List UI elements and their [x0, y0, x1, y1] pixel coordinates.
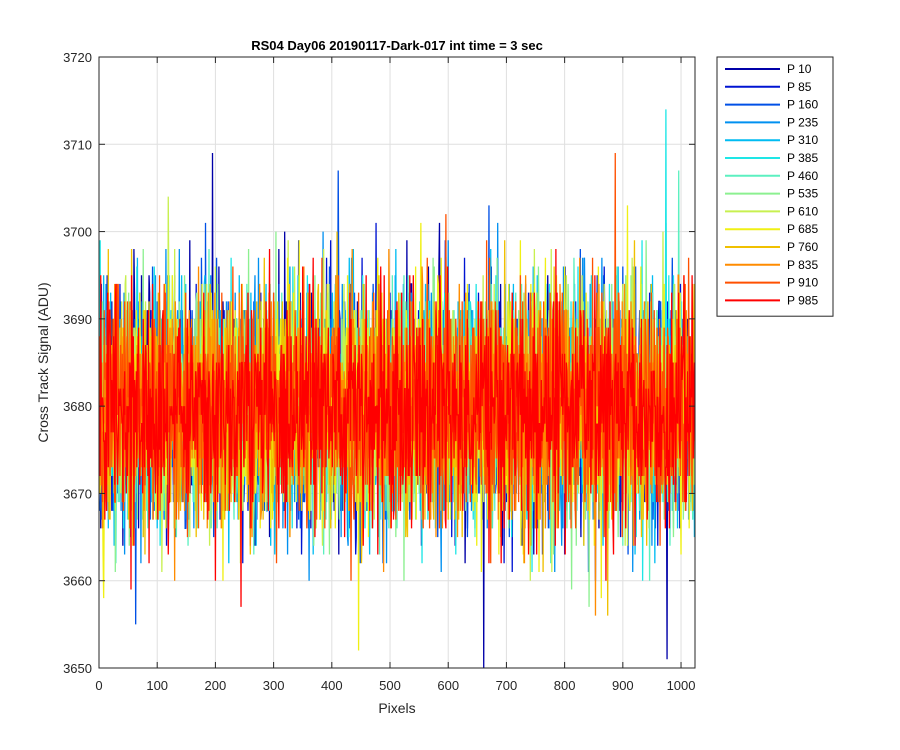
legend-label: P 535: [787, 187, 818, 201]
legend-item: P 685: [725, 222, 818, 236]
y-tick-label: 3670: [63, 486, 92, 501]
legend-item: P 985: [725, 293, 818, 307]
y-tick-label: 3700: [63, 225, 92, 240]
legend-label: P 160: [787, 98, 818, 112]
legend-item: P 910: [725, 276, 818, 290]
x-axis-label: Pixels: [378, 700, 415, 716]
x-tick-label: 500: [379, 678, 401, 693]
legend-label: P 235: [787, 115, 818, 129]
series-layer: [99, 109, 695, 668]
legend-label: P 760: [787, 240, 818, 254]
legend-item: P 535: [725, 187, 818, 201]
y-tick-label: 3650: [63, 661, 92, 676]
y-tick-label: 3660: [63, 574, 92, 589]
legend-item: P 85: [725, 80, 812, 94]
x-tick-label: 0: [95, 678, 102, 693]
legend-label: P 910: [787, 276, 818, 290]
x-tick-label: 200: [205, 678, 227, 693]
legend-item: P 160: [725, 98, 818, 112]
legend-item: P 10: [725, 62, 812, 76]
legend-label: P 10: [787, 62, 812, 76]
legend-label: P 835: [787, 258, 818, 272]
legend-item: P 310: [725, 133, 818, 147]
legend-item: P 235: [725, 115, 818, 129]
x-tick-label: 600: [437, 678, 459, 693]
x-tick-label: 300: [263, 678, 285, 693]
x-tick-label: 100: [146, 678, 168, 693]
legend-label: P 85: [787, 80, 812, 94]
legend-items: P 10 P 85 P 160 P 235 P 310 P 385 P 460 P 535 P …: [725, 62, 818, 307]
x-tick-label: 800: [554, 678, 576, 693]
legend-label: P 310: [787, 133, 818, 147]
chart-title: RS04 Day06 20190117-Dark-017 int time = …: [251, 38, 543, 53]
y-tick-label: 3690: [63, 312, 92, 327]
legend-item: P 835: [725, 258, 818, 272]
x-tick-label: 900: [612, 678, 634, 693]
legend-label: P 685: [787, 222, 818, 236]
legend-label: P 610: [787, 204, 818, 218]
axes-box: [98, 56, 696, 669]
legend-item: P 460: [725, 169, 818, 183]
series-line-p985: [99, 249, 695, 607]
y-tick-label: 3710: [63, 137, 92, 152]
legend-label: P 985: [787, 293, 818, 307]
y-tick-label: 3680: [63, 399, 92, 414]
legend: P 10 P 85 P 160 P 235 P 310 P 385 P 460 P 535 P …: [716, 56, 834, 317]
legend-label: P 385: [787, 151, 818, 165]
x-tick-label: 700: [496, 678, 518, 693]
y-tick-label: 3720: [63, 50, 92, 65]
legend-item: P 760: [725, 240, 818, 254]
legend-item: P 385: [725, 151, 818, 165]
ticks: 0 100 200 300 400 500 600 700 800 900 1000 3650 3660…: [63, 50, 695, 693]
y-axis-label: Cross Track Signal (ADU): [35, 282, 51, 442]
legend-box: [716, 56, 834, 317]
x-tick-label: 1000: [667, 678, 696, 693]
plot-area: 0 100 200 300 400 500 600 700 800 900 1000 3650 3660…: [63, 50, 696, 693]
x-tick-label: 400: [321, 678, 343, 693]
legend-item: P 610: [725, 204, 818, 218]
legend-label: P 460: [787, 169, 818, 183]
